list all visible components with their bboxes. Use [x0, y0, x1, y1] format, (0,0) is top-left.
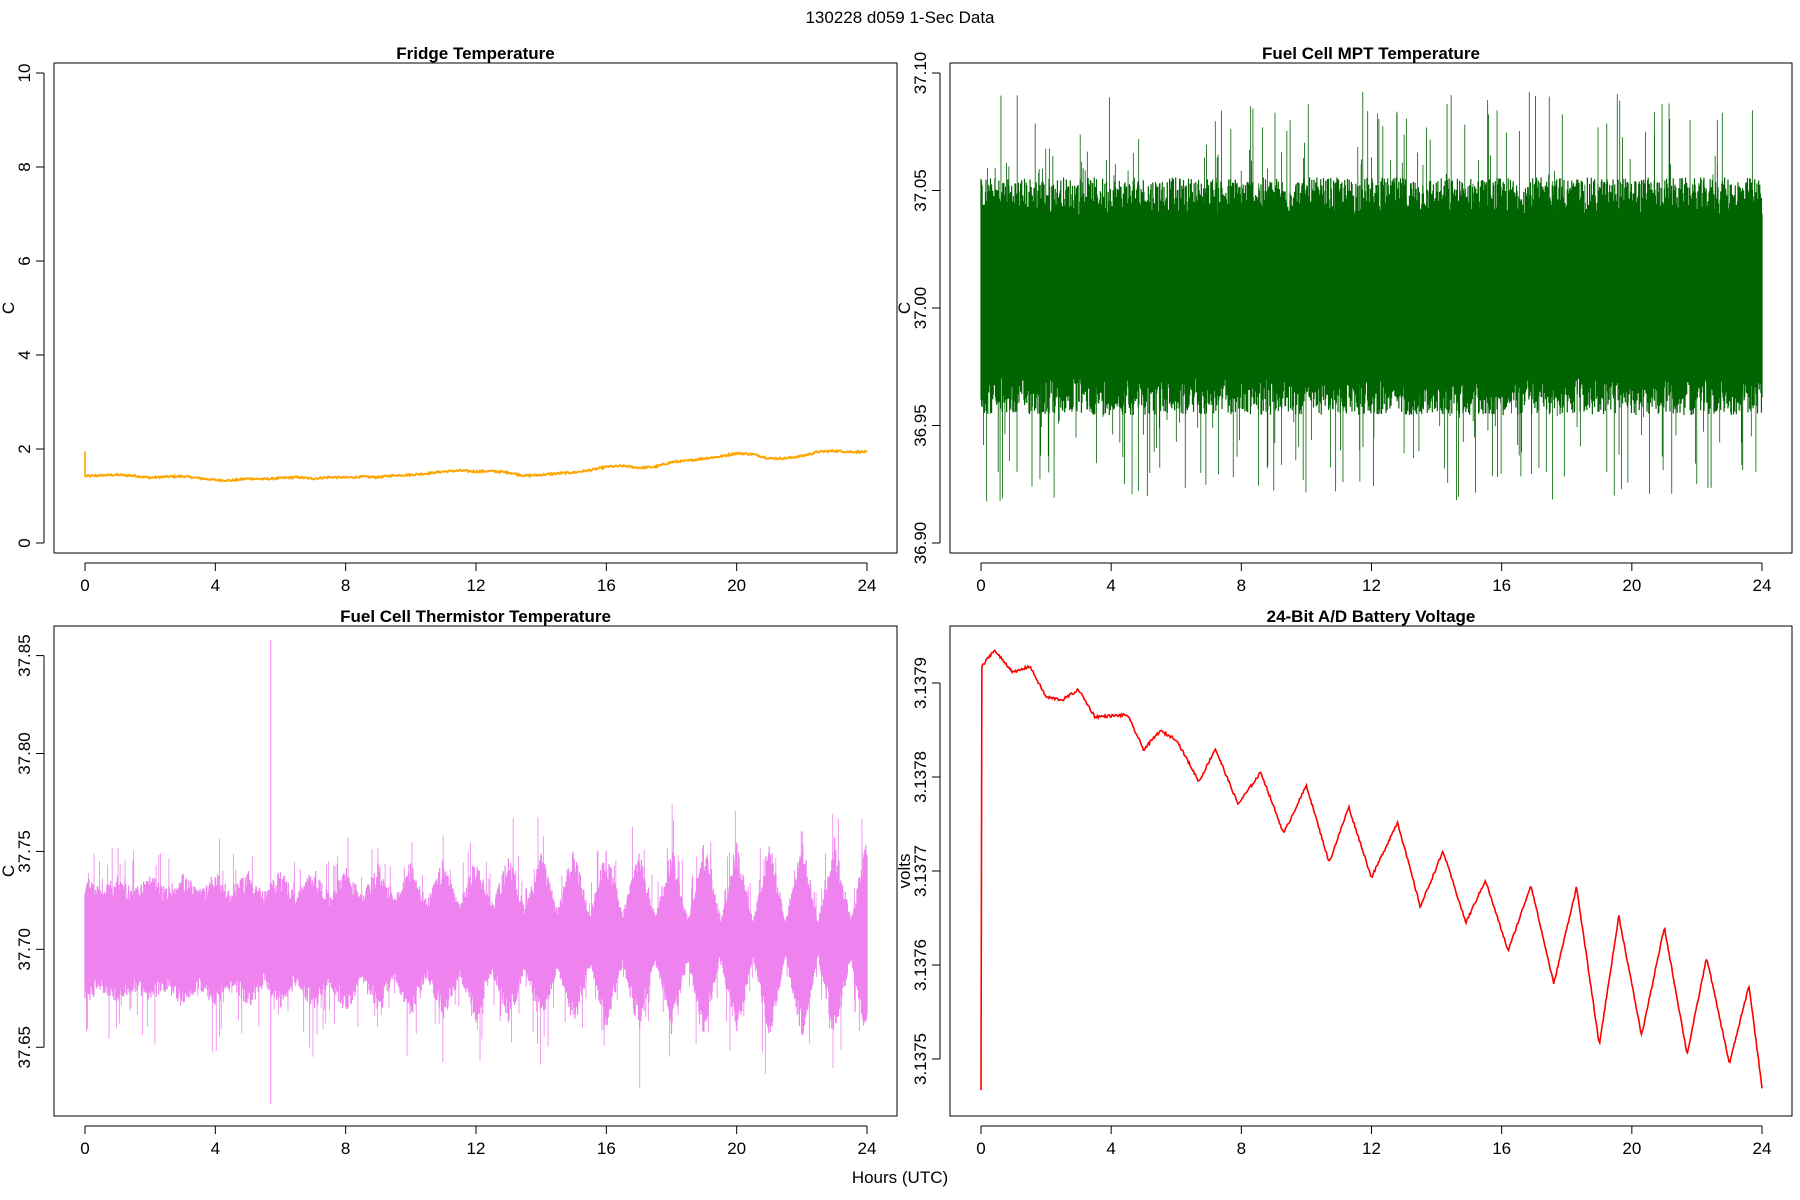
x-tick-label: 16 [1492, 576, 1511, 595]
y-tick-label: 37.10 [911, 52, 930, 95]
y-axis-label: volts [895, 854, 914, 889]
x-tick-label: 8 [1237, 1139, 1246, 1158]
x-tick-label: 4 [211, 576, 220, 595]
y-tick-label: 3.1376 [911, 939, 930, 991]
y-tick-label: 8 [15, 162, 34, 171]
panel-title: 24-Bit A/D Battery Voltage [1267, 607, 1476, 626]
x-tick-label: 12 [467, 576, 486, 595]
y-axis-label: C [895, 302, 914, 314]
y-tick-label: 37.85 [15, 634, 34, 677]
series-line [980, 649, 1763, 1091]
x-tick-label: 0 [976, 576, 985, 595]
series [980, 649, 1763, 1091]
noise-band [84, 837, 868, 1036]
figure-xlabel: Hours (UTC) [852, 1168, 948, 1187]
y-tick-label: 2 [15, 444, 34, 453]
x-tick-label: 24 [1753, 1139, 1772, 1158]
y-tick-label: 37.75 [15, 830, 34, 873]
x-tick-label: 24 [858, 576, 877, 595]
chart-panel-4: 24-Bit A/D Battery Voltage 0 4 8 12 16 20 24 3.1… [895, 607, 1793, 1158]
y-tick-label: 4 [15, 350, 34, 359]
x-tick-label: 8 [341, 576, 350, 595]
x-tick-label: 16 [1492, 1139, 1511, 1158]
panel-title: Fridge Temperature [396, 44, 554, 63]
x-tick-label: 4 [211, 1139, 220, 1158]
panel-title: Fuel Cell MPT Temperature [1262, 44, 1480, 63]
y-tick-label: 0 [15, 538, 34, 547]
x-tick-label: 20 [1622, 576, 1641, 595]
chart-panel-3: Fuel Cell Thermistor Temperature 0 4 8 12 16 2… [0, 607, 898, 1158]
x-tick-label: 12 [1362, 1139, 1381, 1158]
x-tick-label: 8 [341, 1139, 350, 1158]
y-tick-label: 37.70 [15, 928, 34, 971]
x-tick-label: 4 [1106, 576, 1115, 595]
series [980, 91, 1763, 502]
plot-frame [53, 62, 898, 554]
panel-title: Fuel Cell Thermistor Temperature [340, 607, 611, 626]
series-line [84, 448, 868, 483]
x-tick-label: 8 [1237, 576, 1246, 595]
y-tick-label: 10 [15, 64, 34, 83]
y-tick-label: 3.1378 [911, 751, 930, 803]
y-tick-label: 36.95 [911, 404, 930, 447]
series [84, 639, 868, 1105]
plot-frame [949, 62, 1793, 554]
series [84, 448, 868, 483]
y-tick-label: 37.05 [911, 169, 930, 212]
x-tick-label: 20 [727, 576, 746, 595]
x-tick-label: 0 [976, 1139, 985, 1158]
plot-frame [53, 625, 898, 1117]
x-tick-label: 0 [80, 1139, 89, 1158]
x-tick-label: 20 [1622, 1139, 1641, 1158]
y-tick-label: 37.00 [911, 287, 930, 330]
y-tick-label: 6 [15, 256, 34, 265]
x-tick-label: 24 [1753, 576, 1772, 595]
x-tick-label: 20 [727, 1139, 746, 1158]
y-tick-label: 37.80 [15, 732, 34, 775]
y-tick-label: 3.1379 [911, 657, 930, 709]
noise-spikes [983, 91, 1757, 502]
noise-spikes [86, 804, 865, 1089]
plot-frame [949, 625, 1793, 1117]
x-tick-label: 16 [597, 576, 616, 595]
x-tick-label: 16 [597, 1139, 616, 1158]
y-tick-label: 36.90 [911, 522, 930, 565]
y-tick-label: 3.1377 [911, 845, 930, 897]
x-tick-label: 12 [1362, 576, 1381, 595]
x-tick-label: 12 [467, 1139, 486, 1158]
x-tick-label: 4 [1106, 1139, 1115, 1158]
chart-panel-2: Fuel Cell MPT Temperature 0 4 8 12 16 20 24 36.9… [895, 44, 1793, 595]
y-axis-label: C [0, 865, 18, 877]
y-tick-label: 3.1375 [911, 1033, 930, 1085]
y-tick-label: 37.65 [15, 1026, 34, 1069]
y-axis-label: C [0, 302, 18, 314]
x-tick-label: 0 [80, 576, 89, 595]
figure-suptitle: 130228 d059 1-Sec Data [805, 8, 995, 27]
x-tick-label: 24 [858, 1139, 877, 1158]
